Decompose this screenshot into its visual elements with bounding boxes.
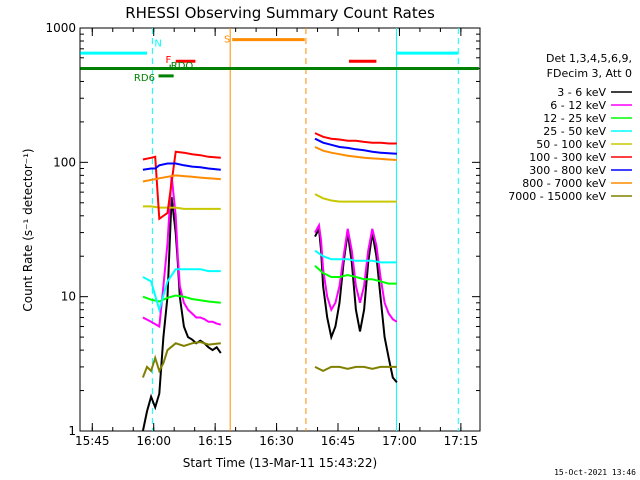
y-axis-label: Count Rate (s⁻¹ detector⁻¹) [21, 148, 35, 311]
x-tick-label: 15:45 [75, 434, 110, 448]
legend-entry-label: 3 - 6 keV [557, 86, 606, 99]
observing-flag-bars: N S F RD6 RDO [80, 35, 479, 84]
series-line [142, 294, 221, 304]
x-tick-label: 16:15 [198, 434, 233, 448]
y-tick-label: 1 [68, 424, 76, 438]
series-line [142, 205, 221, 210]
legend-entry-label: 12 - 25 keV [543, 112, 606, 125]
series-line [314, 264, 397, 285]
legend-entry-label: 800 - 7000 keV [522, 177, 606, 190]
series-line [142, 175, 222, 329]
x-tick-label: 16:00 [136, 434, 171, 448]
chart-title: RHESSI Observing Summary Count Rates [125, 4, 435, 22]
plot-frame [79, 27, 481, 432]
legend-entry-label: 7000 - 15000 keV [508, 190, 606, 203]
flag-bar-label: RD6 [134, 73, 155, 84]
legend-header-line-1: Det 1,3,4,5,6,9, [546, 52, 632, 65]
series-line [314, 222, 398, 323]
x-axis-label: Start Time (13-Mar-11 15:43:22) [183, 456, 377, 470]
plot-area: 1 10 100 1000 15:45 16:00 16:15 16:30 16:45 17:0… [45, 21, 481, 448]
series-line [314, 249, 397, 264]
series-line [314, 132, 397, 145]
x-tick-label: 16:30 [259, 434, 294, 448]
series-line [314, 193, 397, 203]
series-line [314, 225, 398, 384]
series-line [142, 268, 221, 314]
flag-bar-label: RDO [171, 61, 194, 72]
y-tick-label: 100 [53, 155, 76, 169]
legend: Det 1,3,4,5,6,9, FDecim 3, Att 0 3 - 6 k… [508, 52, 632, 203]
legend-entry-label: 100 - 300 keV [529, 151, 606, 164]
x-axis-ticks: 15:45 16:00 16:15 16:30 16:45 17:00 17:15 [75, 28, 478, 448]
x-tick-label: 17:15 [444, 434, 479, 448]
timestamp: 15-Oct-2021 13:46 [554, 468, 636, 477]
series-line [142, 150, 221, 221]
series-layer [141, 132, 398, 432]
series-line [314, 137, 397, 155]
x-tick-label: 17:00 [382, 434, 417, 448]
legend-entry-label: 6 - 12 keV [550, 99, 606, 112]
y-tick-label: 10 [61, 290, 76, 304]
flag-bar-label: F [165, 55, 171, 66]
y-tick-label: 1000 [45, 21, 76, 35]
series-line [141, 340, 221, 378]
series-line [314, 365, 397, 373]
y-axis-ticks: 1 10 100 1000 [45, 21, 480, 438]
series-line [314, 146, 397, 161]
series-line [142, 162, 221, 171]
series-line [142, 174, 221, 183]
flag-bar-label: N [154, 38, 161, 49]
legend-entry-label: 25 - 50 keV [543, 125, 606, 138]
flag-bar-label: S [224, 35, 230, 46]
legend-header-line-2: FDecim 3, Att 0 [547, 67, 632, 80]
legend-entry-label: 50 - 100 keV [536, 138, 606, 151]
x-tick-label: 16:45 [321, 434, 356, 448]
legend-entry-label: 300 - 800 keV [529, 164, 606, 177]
